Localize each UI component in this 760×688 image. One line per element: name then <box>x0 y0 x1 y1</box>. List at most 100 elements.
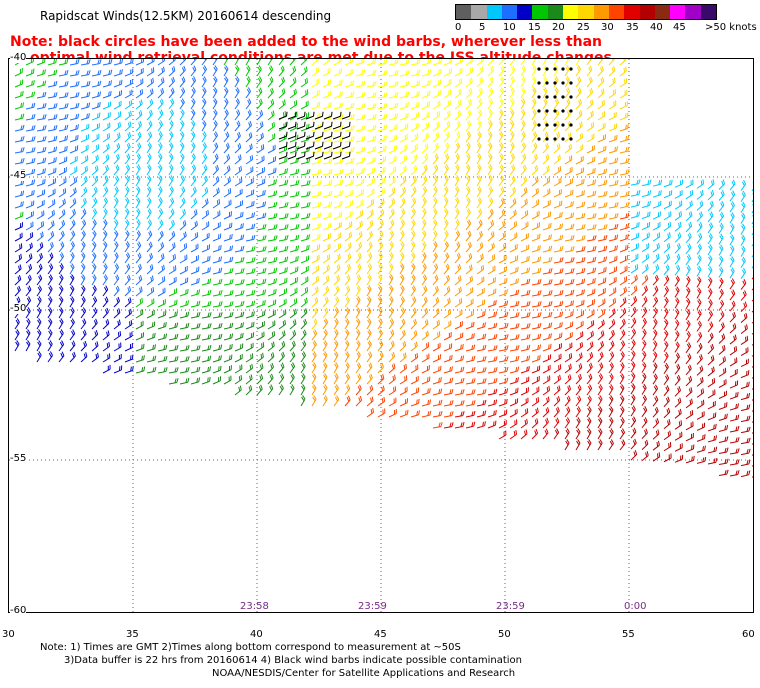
wind-barb <box>157 142 163 154</box>
wind-barb <box>135 59 145 66</box>
wind-barb <box>443 121 451 132</box>
wind-barb <box>498 398 508 407</box>
wind-barb <box>355 241 363 253</box>
wind-barb <box>388 134 398 143</box>
wind-barb <box>685 410 694 420</box>
wind-barb <box>652 384 659 396</box>
wind-barb <box>366 274 372 286</box>
wind-barb <box>113 111 122 121</box>
wind-barb <box>564 363 572 374</box>
wind-map <box>8 58 754 613</box>
wind-barb <box>322 243 331 253</box>
wind-barb <box>14 190 25 198</box>
wind-barb <box>135 275 143 286</box>
wind-barb <box>102 296 109 308</box>
wind-barb <box>696 309 702 321</box>
wind-barb <box>223 188 232 198</box>
wind-barb <box>179 322 190 330</box>
wind-barb <box>201 153 208 165</box>
wind-barb <box>388 208 395 220</box>
wind-barb <box>366 146 376 154</box>
contaminated-wind-barb <box>332 141 342 150</box>
wind-barb <box>69 155 78 165</box>
wind-barb <box>223 365 232 374</box>
wind-barb <box>432 59 442 66</box>
wind-barb <box>212 98 218 110</box>
wind-barb <box>124 297 132 308</box>
wind-barb <box>47 231 55 242</box>
wind-barb <box>542 301 553 308</box>
wind-barb <box>355 178 365 187</box>
wind-barb <box>36 242 44 253</box>
wind-barb <box>135 78 144 88</box>
latitude-label: -45 <box>10 170 27 181</box>
wind-barb <box>256 257 267 264</box>
wind-barb <box>608 213 619 220</box>
wind-barb <box>146 77 154 88</box>
wind-barb <box>168 265 177 275</box>
flag-circle <box>545 81 549 85</box>
wind-barb <box>168 109 174 121</box>
wind-barb <box>201 198 209 209</box>
wind-barb <box>355 189 364 198</box>
wind-barb <box>278 351 285 363</box>
wind-barb <box>641 296 648 307</box>
wind-barb <box>47 114 58 121</box>
wind-barb <box>124 164 131 176</box>
wind-barb <box>47 59 58 66</box>
wind-barb <box>498 254 507 264</box>
contaminated-wind-barb <box>341 151 351 160</box>
wind-barb <box>245 98 252 110</box>
wind-barb <box>575 310 585 319</box>
wind-barb <box>630 179 641 186</box>
wind-barb <box>531 109 537 121</box>
wind-barb <box>421 175 428 187</box>
contaminated-wind-barb <box>278 141 288 150</box>
wind-barb <box>696 243 702 255</box>
wind-barb <box>25 125 36 132</box>
wind-barb <box>520 344 531 352</box>
wind-barb <box>289 77 297 88</box>
wind-barb <box>113 175 120 187</box>
wind-barb <box>663 374 670 386</box>
wind-barb <box>223 245 234 253</box>
wind-barb <box>487 131 493 143</box>
wind-barb <box>663 430 671 441</box>
wind-barb <box>377 374 385 385</box>
wind-barb <box>190 164 197 176</box>
wind-barb <box>740 459 751 467</box>
wind-barb <box>487 120 493 132</box>
wind-barb <box>267 235 278 242</box>
wind-barb <box>14 243 23 253</box>
wind-barb <box>333 211 343 220</box>
wind-barb <box>619 180 630 187</box>
color-scale-label: 30 <box>601 22 614 33</box>
wind-barb <box>564 109 571 121</box>
wind-barb <box>344 59 354 66</box>
wind-barb <box>267 330 276 341</box>
wind-barb <box>69 102 80 110</box>
wind-barb <box>564 332 573 341</box>
wind-barb <box>289 88 297 99</box>
wind-barb <box>751 181 753 192</box>
wind-barb <box>36 307 42 319</box>
wind-barb <box>410 341 418 352</box>
wind-barb <box>421 80 431 88</box>
wind-barb <box>168 378 179 385</box>
wind-barb <box>289 340 296 352</box>
wind-barb <box>509 419 518 429</box>
wind-barb <box>135 208 141 220</box>
time-label: 0:00 <box>624 601 647 612</box>
wind-barb <box>608 395 614 407</box>
wind-barb <box>421 101 430 110</box>
wind-barb <box>344 168 355 176</box>
wind-barb <box>234 109 241 121</box>
wind-barb <box>36 114 47 121</box>
contaminated-wind-barb <box>314 121 324 130</box>
wind-barb <box>542 333 552 341</box>
wind-barb <box>201 323 212 330</box>
wind-barb <box>14 68 23 77</box>
wind-barb <box>696 179 705 189</box>
wind-barb <box>652 395 659 407</box>
wind-barb <box>553 154 561 165</box>
